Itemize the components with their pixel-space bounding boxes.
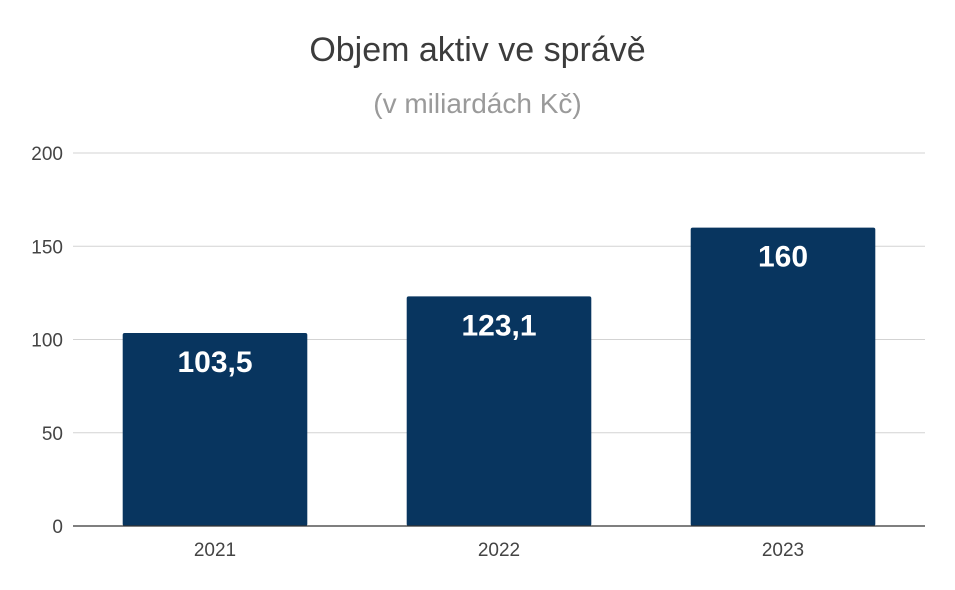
y-tick-label: 50 (42, 424, 63, 445)
x-tick-label: 2022 (478, 540, 520, 561)
labels: 0 50 100 150 200 103,5 2021 123,1 2022 160 2023 (31, 144, 808, 561)
x-tick-label: 2023 (762, 540, 804, 561)
y-tick-label: 100 (31, 331, 63, 352)
chart-subtitle: (v miliardách Kč) (373, 88, 582, 119)
chart-title: Objem aktiv ve správě (309, 31, 646, 69)
bar-data-label: 123,1 (461, 309, 536, 342)
bar (122, 332, 308, 526)
x-tick-label: 2021 (194, 540, 236, 561)
bars (122, 227, 876, 526)
bar (406, 296, 592, 526)
bar (690, 227, 876, 526)
y-tick-label: 200 (31, 144, 63, 165)
bar-data-label: 103,5 (177, 346, 252, 379)
y-tick-label: 0 (52, 517, 63, 538)
bar-data-label: 160 (758, 241, 808, 274)
y-tick-label: 150 (31, 237, 63, 258)
